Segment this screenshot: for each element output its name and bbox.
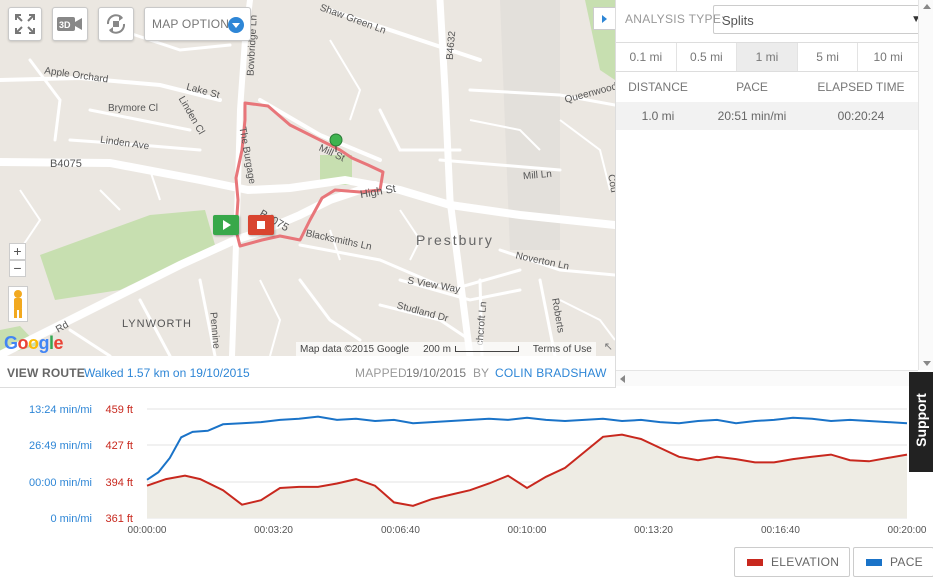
view-route-heading: VIEW ROUTE [7,366,86,380]
map-data-credit: Map data ©2015 Google [300,343,410,355]
x-tick-label: 00:16:40 [761,525,800,536]
elevation-tick-label: 427 ft [105,440,133,452]
3d-camera-icon: 3D [57,17,82,31]
svg-text:3D: 3D [59,20,71,30]
route-start-marker[interactable] [213,215,239,235]
by-label: BY [473,366,490,380]
elevation-tick-label: 394 ft [105,477,133,489]
map-options-dropdown[interactable]: MAP OPTIONS [144,7,251,41]
legend-pace-label: PACE [890,555,923,569]
pace-swatch [866,558,882,566]
x-tick-label: 00:10:00 [508,525,547,536]
split-pace: 20:51 min/mi [717,109,787,123]
dropdown-arrow-icon: ▼ [911,14,921,25]
column-header-pace[interactable]: PACE [736,80,768,94]
x-tick-label: 00:13:20 [634,525,673,536]
column-header-distance[interactable]: DISTANCE [628,80,688,94]
split-distance-tabs: 0.1 mi 0.5 mi 1 mi 5 mi 10 mi [616,42,918,72]
elevation-series-line [146,433,908,507]
pace-tick-label: 0 min/mi [50,513,92,525]
x-tick-label: 00:03:20 [254,525,293,536]
table-row[interactable]: 1.0 mi 20:51 min/mi 00:20:24 [616,102,918,130]
split-elapsed-time: 00:20:24 [837,109,885,123]
pace-tick-label: 13:24 min/mi [29,404,92,416]
support-tab[interactable]: Support [909,372,933,472]
legend-elevation-label: ELEVATION [771,555,840,569]
scroll-down-icon[interactable] [923,361,931,366]
splits-table-header: DISTANCE PACE ELAPSED TIME [616,72,918,102]
3d-view-button[interactable]: 3D [52,7,88,41]
zoom-out-button[interactable]: − [9,260,26,277]
panel-vertical-scrollbar[interactable] [918,0,933,370]
tab-10-mi[interactable]: 10 mi [873,50,903,64]
street-label: B4075 [50,158,82,170]
route-info-bar: VIEW ROUTE Walked 1.57 km on 19/10/2015 … [0,356,615,388]
street-label: Brymore Cl [108,103,159,114]
analysis-type-label: ANALYSIS TYPE: [625,12,725,26]
chart-canvas: 13:24 min/mi 459 ft 26:49 min/mi 427 ft 00:0… [29,404,927,536]
replay-icon [106,14,126,34]
tab-5-mi[interactable]: 5 mi [798,43,859,71]
pace-elevation-chart[interactable]: 13:24 min/mi 459 ft 26:49 min/mi 427 ft 00:0… [0,388,933,581]
expand-corner-icon[interactable]: ↖ [603,341,613,353]
map-options-label: MAP OPTIONS [152,17,238,31]
pace-series-line [146,415,908,481]
legend-elevation-toggle[interactable]: ELEVATION [734,547,851,577]
elevation-area [147,434,907,518]
map-scale-label: 200 m [423,343,451,355]
walk-summary-link[interactable]: Walked 1.57 km on 19/10/2015 [84,366,250,380]
scroll-up-icon[interactable] [923,4,931,9]
x-tick-label: 00:06:40 [381,525,420,536]
replay-button[interactable] [98,7,134,41]
chevron-down-icon [228,17,244,33]
x-tick-label: 00:00:00 [128,525,167,536]
route-map[interactable]: Shaw Green Ln B4632 Bowbridge Ln Apple O… [0,0,615,356]
street-view-pegman[interactable] [8,286,28,322]
mapped-date: 19/10/2015 [406,366,467,380]
tab-0-1-mi[interactable]: 0.1 mi [616,43,677,71]
terms-of-use-link[interactable]: Terms of Use [532,343,592,355]
map-scale: 200 m [423,344,519,355]
analysis-panel: ANALYSIS TYPE: Splits ▼ 0.1 mi 0.5 mi 1 … [593,0,933,388]
panel-horizontal-scrollbar[interactable] [616,370,918,386]
elevation-tick-label: 361 ft [105,513,133,525]
elevation-tick-label: 459 ft [105,404,133,416]
tab-0-5-mi[interactable]: 0.5 mi [677,43,738,71]
map-attribution: Map data ©2015 Google 200 m Terms of Use [296,342,596,356]
elevation-swatch [747,558,763,566]
google-logo: Google [4,333,64,353]
pace-tick-label: 00:00 min/mi [29,477,92,489]
analysis-type-select[interactable]: Splits ▼ [713,5,928,34]
pace-tick-label: 26:49 min/mi [29,440,92,452]
split-distance: 1.0 mi [641,109,675,123]
legend-pace-toggle[interactable]: PACE [853,547,933,577]
author-link[interactable]: COLIN BRADSHAW [495,366,607,380]
scroll-left-icon[interactable] [620,375,625,383]
scale-bar [454,345,519,352]
tab-1-mi[interactable]: 1 mi [737,43,798,71]
route-end-marker[interactable] [248,215,274,235]
panel-collapse-button[interactable] [593,7,615,30]
fullscreen-icon [15,14,35,34]
analysis-type-value: Splits [722,13,754,28]
street-label: Prestbury [416,232,494,248]
x-tick-label: 00:20:00 [888,525,927,536]
zoom-in-button[interactable]: + [9,243,26,260]
street-label: LYNWORTH [122,318,192,330]
fullscreen-button[interactable] [8,7,42,41]
column-header-elapsed-time[interactable]: ELAPSED TIME [817,80,905,94]
mapped-label: MAPPED [355,366,407,380]
pegman-icon [14,290,22,318]
